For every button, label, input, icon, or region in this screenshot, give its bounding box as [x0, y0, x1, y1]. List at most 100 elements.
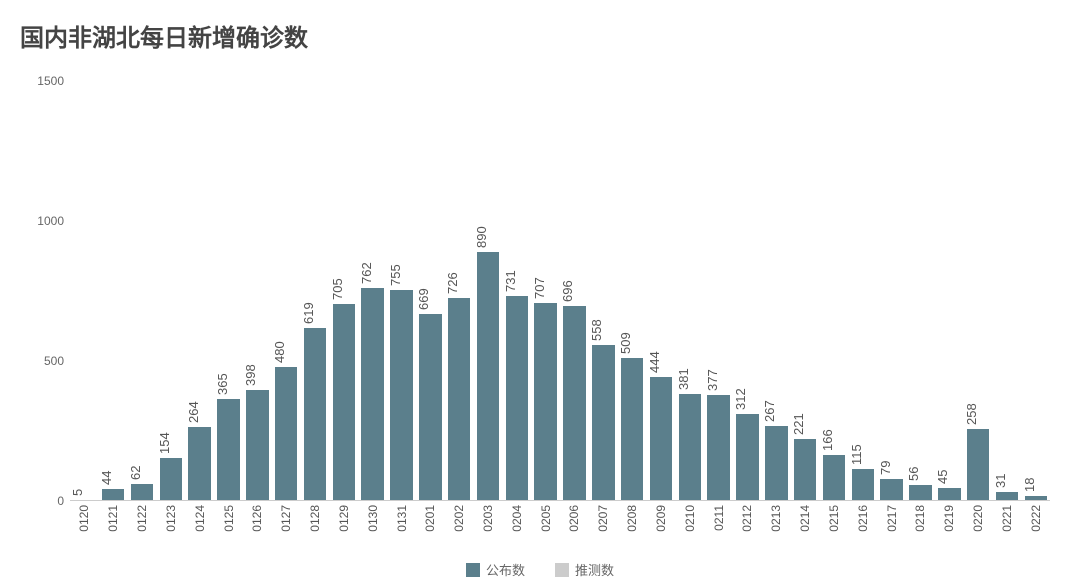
- bar-value-label: 264: [187, 401, 200, 423]
- bar-value-label: 762: [360, 262, 373, 284]
- bar-value-label: 18: [1023, 478, 1036, 492]
- bar-slot: 705: [329, 81, 358, 501]
- bar-slot: 669: [416, 81, 445, 501]
- x-tick-slot: 0217: [877, 501, 906, 541]
- x-tick-label: 0219: [943, 505, 955, 532]
- x-tick-label: 0201: [424, 505, 436, 532]
- bar-value-label: 5: [71, 488, 84, 495]
- x-tick-label: 0209: [655, 505, 667, 532]
- x-tick-slot: 0212: [733, 501, 762, 541]
- y-tick: 0: [57, 495, 64, 507]
- x-tick-slot: 0131: [387, 501, 416, 541]
- bar: 56: [909, 485, 931, 501]
- x-axis: 0120012101220123012401250126012701280129…: [70, 501, 1050, 541]
- x-tick-label: 0203: [482, 505, 494, 532]
- x-tick-label: 0218: [914, 505, 926, 532]
- x-tick-slot: 0211: [704, 501, 733, 541]
- x-tick-slot: 0127: [272, 501, 301, 541]
- bar-slot: 31: [993, 81, 1022, 501]
- x-tick-label: 0124: [194, 505, 206, 532]
- x-tick-label: 0121: [107, 505, 119, 532]
- bar-value-label: 381: [677, 369, 690, 391]
- legend: 公布数 推测数: [0, 560, 1080, 579]
- bar-slot: 18: [1021, 81, 1050, 501]
- bar-slot: 221: [791, 81, 820, 501]
- bar-slot: 31258: [964, 81, 993, 501]
- bar-value-label: 221: [792, 413, 805, 435]
- x-tick-label: 0131: [396, 505, 408, 532]
- x-tick-slot: 0220: [964, 501, 993, 541]
- bar: 696: [563, 306, 585, 501]
- bar-value-label: 480: [273, 341, 286, 363]
- bar-value-label: 890: [475, 226, 488, 248]
- bar-slot: 696: [560, 81, 589, 501]
- x-tick-slot: 0219: [935, 501, 964, 541]
- bar: 890: [477, 252, 499, 501]
- bar-value-label: 267: [763, 401, 776, 423]
- bar-slot: 5: [70, 81, 99, 501]
- y-tick: 500: [44, 355, 64, 367]
- bar-value-label: 558: [590, 319, 603, 341]
- bar-slot: 558: [589, 81, 618, 501]
- x-tick-slot: 0129: [329, 501, 358, 541]
- bar-value-label: 365: [216, 373, 229, 395]
- bar-value-label: 509: [619, 333, 632, 355]
- x-tick-label: 0212: [741, 505, 753, 532]
- chart-title: 国内非湖北每日新增确诊数: [20, 18, 1060, 53]
- bar-slot: 166: [820, 81, 849, 501]
- bar-slot: 56: [906, 81, 935, 501]
- bar: 115: [852, 469, 874, 501]
- x-tick-slot: 0215: [820, 501, 849, 541]
- bar-value-label: 56: [907, 467, 920, 481]
- x-tick-label: 0127: [280, 505, 292, 532]
- bar: 79: [880, 479, 902, 501]
- x-tick-slot: 0221: [993, 501, 1022, 541]
- bar-value-label: 154: [158, 432, 171, 454]
- bar: 312: [736, 414, 758, 501]
- plot-area: 5446215426436539848061970576275566972689…: [70, 81, 1050, 501]
- x-tick-slot: 0207: [589, 501, 618, 541]
- bar-slot: 264: [185, 81, 214, 501]
- bar-value-label: 755: [389, 264, 402, 286]
- bar: 669: [419, 314, 441, 501]
- chart-area: 050010001500 544621542643653984806197057…: [20, 61, 1060, 541]
- bar: 365: [217, 399, 239, 501]
- x-tick-label: 0211: [713, 505, 725, 531]
- bar: 62: [131, 484, 153, 501]
- x-tick-label: 0125: [223, 505, 235, 532]
- x-tick-label: 0202: [453, 505, 465, 532]
- bar: 444: [650, 377, 672, 501]
- bar-value-label: 731: [504, 271, 517, 293]
- x-tick-slot: 0202: [445, 501, 474, 541]
- x-tick-slot: 0210: [675, 501, 704, 541]
- bar-slot: 45: [935, 81, 964, 501]
- x-tick-label: 0123: [165, 505, 177, 532]
- x-tick-label: 0207: [597, 505, 609, 532]
- bar-value-label: 696: [561, 280, 574, 302]
- bar: 480: [275, 367, 297, 501]
- bar: 264: [188, 427, 210, 501]
- x-tick-label: 0204: [511, 505, 523, 532]
- bar-value-label: 45: [936, 470, 949, 484]
- x-tick-label: 0213: [770, 505, 782, 532]
- x-tick-label: 0214: [799, 505, 811, 532]
- bar-slot: 44: [99, 81, 128, 501]
- bar-value-label: 166: [821, 429, 834, 451]
- bar: 166: [823, 455, 845, 501]
- x-tick-slot: 0213: [762, 501, 791, 541]
- x-tick-label: 0217: [886, 505, 898, 532]
- x-tick-slot: 0216: [848, 501, 877, 541]
- legend-label-secondary: 推测数: [575, 560, 614, 579]
- x-tick-slot: 0124: [185, 501, 214, 541]
- y-axis: 050010001500: [20, 81, 70, 501]
- x-tick-label: 0215: [828, 505, 840, 532]
- bar-slot: 312: [733, 81, 762, 501]
- y-tick: 1500: [37, 75, 64, 87]
- bar-value-label: 44: [100, 470, 113, 484]
- bar: 558: [592, 345, 614, 501]
- bar: 381: [679, 394, 701, 501]
- bar-slot: 62: [128, 81, 157, 501]
- bar-slot: 381: [675, 81, 704, 501]
- bar-slot: 377: [704, 81, 733, 501]
- legend-swatch-primary: [466, 563, 480, 577]
